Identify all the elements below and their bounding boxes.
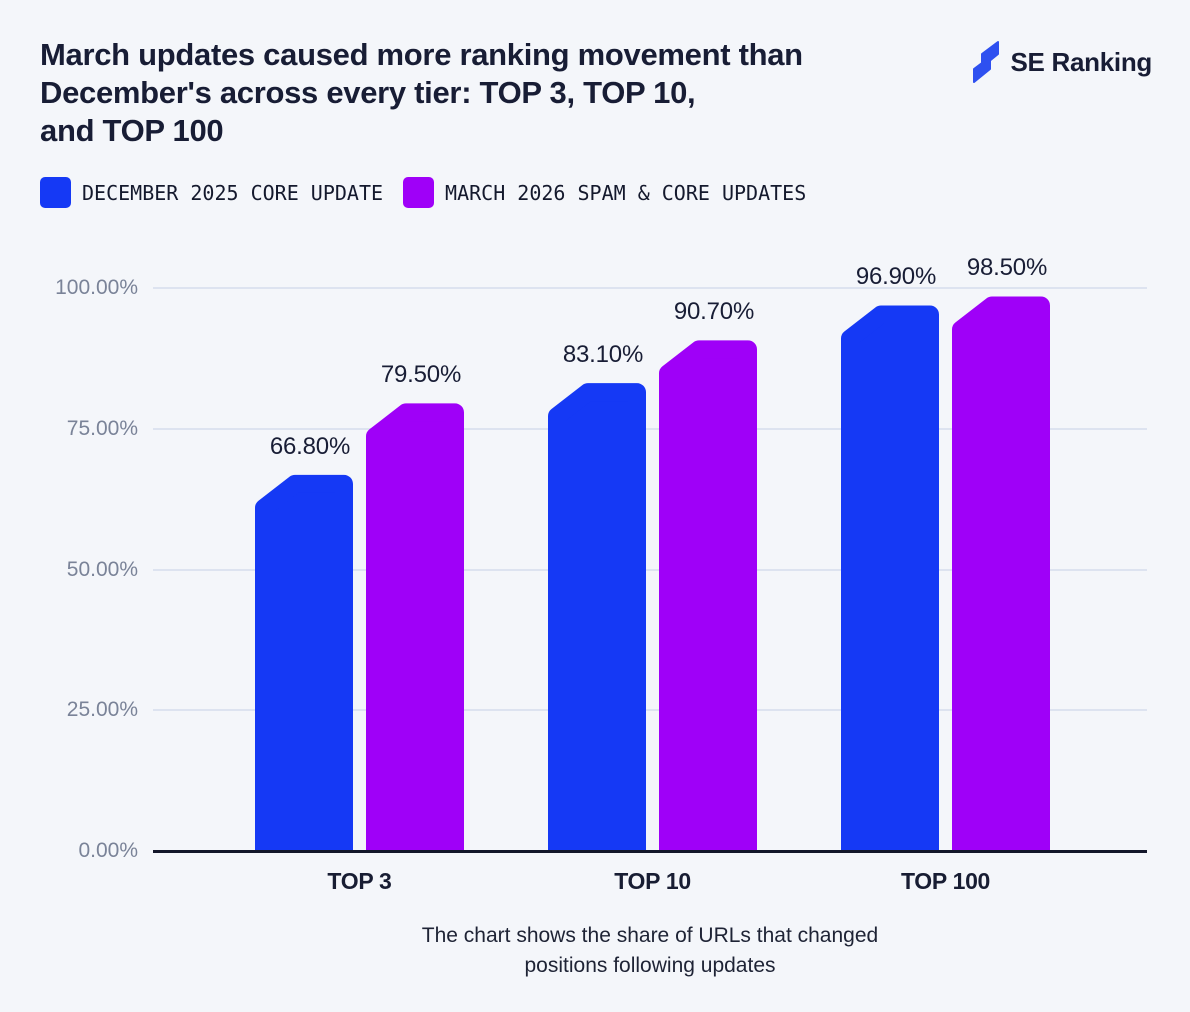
bars-canvas <box>255 296 1050 851</box>
bar-value-label: 83.10% <box>562 341 644 369</box>
gridline <box>153 287 1147 289</box>
gridline <box>153 709 1147 712</box>
legend-item-march: MARCH 2026 SPAM & CORE UPDATES <box>403 177 806 208</box>
chart-caption: The chart shows the share of URLs that c… <box>153 921 1147 981</box>
x-axis-category-label: TOP 3 <box>327 868 392 894</box>
y-tick-label: 25.00% <box>66 698 138 722</box>
y-tick-label: 0.00% <box>78 839 138 862</box>
gridline <box>153 568 1147 571</box>
bar-top-10-series-0 <box>548 383 646 851</box>
legend-swatch-purple <box>403 177 435 208</box>
page-title: March updates caused more ranking moveme… <box>40 36 803 150</box>
legend-item-december: DECEMBER 2025 CORE UPDATE <box>40 177 383 208</box>
x-axis-line <box>153 850 1147 853</box>
bar-value-label: 96.90% <box>855 263 937 291</box>
caption-line-1: The chart shows the share of URLs that c… <box>421 924 879 947</box>
bar-top-100-series-0 <box>841 305 939 851</box>
legend-swatch-blue <box>40 177 71 208</box>
y-tick-label: 100.00% <box>55 276 138 299</box>
bar-top-100-series-1 <box>952 296 1050 851</box>
gridline <box>153 427 1147 430</box>
bar-value-label: 79.50% <box>380 361 462 389</box>
bar-value-label: 98.50% <box>966 254 1048 282</box>
brand-logo-text: SE Ranking <box>1010 46 1153 77</box>
y-tick-label: 75.00% <box>66 416 138 440</box>
bar-value-label: 66.80% <box>269 432 351 460</box>
lightning-bolt-icon <box>972 40 1000 84</box>
title-line-1: March updates caused more ranking moveme… <box>40 37 803 72</box>
bar-top-10-series-1 <box>659 340 757 851</box>
bar-top-3-series-0 <box>255 474 353 851</box>
y-tick-label: 50.00% <box>66 557 138 581</box>
legend-label-december: DECEMBER 2025 CORE UPDATE <box>82 180 384 205</box>
x-axis-category-label: TOP 100 <box>900 868 991 894</box>
legend-label-march: MARCH 2026 SPAM & CORE UPDATES <box>445 180 807 205</box>
title-line-2: December's across every tier: TOP 3, TOP… <box>40 75 696 110</box>
caption-line-2: positions following updates <box>524 954 776 977</box>
bar-top-3-series-1 <box>366 403 464 851</box>
title-line-3: and TOP 100 <box>40 113 224 148</box>
bar-value-label: 90.70% <box>673 298 755 326</box>
brand-logo: SE Ranking <box>972 40 1152 84</box>
x-axis-category-label: TOP 10 <box>614 868 691 894</box>
chart-legend: DECEMBER 2025 CORE UPDATE MARCH 2026 SPA… <box>40 177 806 208</box>
